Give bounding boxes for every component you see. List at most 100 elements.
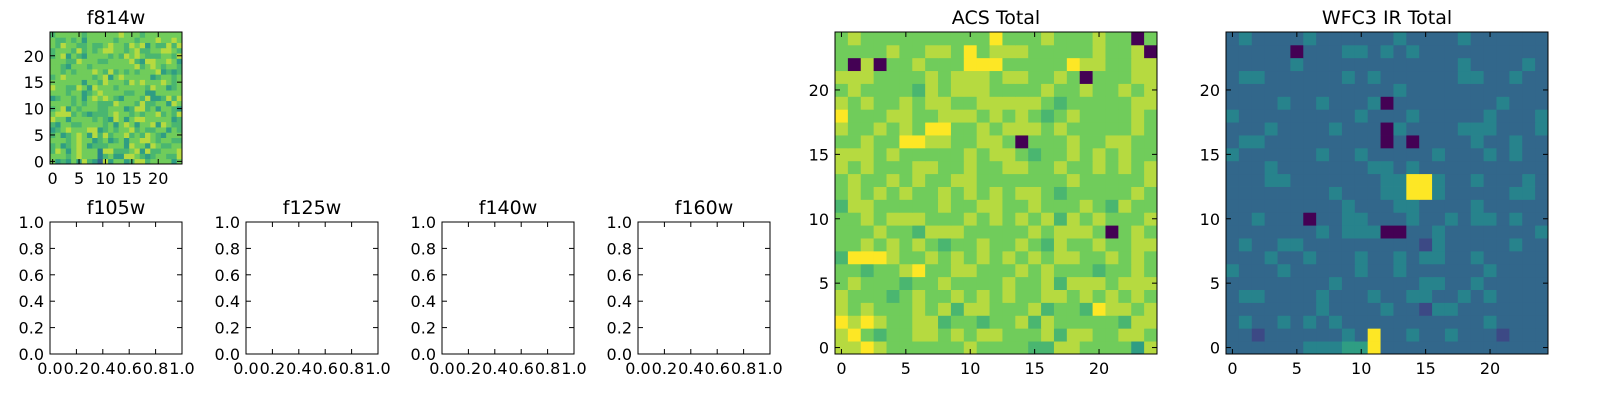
heatmap-cell <box>963 341 978 355</box>
heatmap-cell <box>102 68 109 75</box>
heatmap-cell <box>113 100 120 107</box>
heatmap-cell <box>1316 199 1330 213</box>
heatmap-cell <box>1509 199 1523 213</box>
heatmap-cell <box>134 111 141 117</box>
heatmap-cell <box>976 32 990 46</box>
heatmap-cell <box>1393 250 1407 265</box>
heatmap-cell <box>60 121 67 128</box>
heatmap-cell <box>873 147 887 162</box>
heatmap-cell <box>963 250 978 265</box>
heatmap-cell <box>108 53 114 59</box>
heatmap-cell <box>171 137 178 144</box>
heatmap-cell <box>1432 263 1446 278</box>
heatmap-cell <box>92 127 98 133</box>
heatmap-cell <box>1457 276 1472 290</box>
heatmap-cell <box>1406 263 1420 278</box>
heatmap-cell <box>976 83 990 97</box>
heatmap-cell <box>92 37 98 43</box>
heatmap-cell <box>55 137 61 144</box>
heatmap-cell <box>123 105 130 112</box>
heatmap-cell <box>113 68 120 75</box>
heatmap-cell <box>1535 160 1549 175</box>
heatmap-cell <box>1380 276 1394 290</box>
heatmap-cell <box>1316 70 1330 84</box>
heatmap-cell <box>160 53 167 59</box>
heatmap-cell <box>847 109 862 123</box>
heatmap-cell <box>1144 302 1158 316</box>
heatmap-cell <box>92 53 98 59</box>
heatmap-cell <box>145 90 151 96</box>
heatmap-cell <box>1277 135 1291 149</box>
heatmap-cell <box>50 84 56 91</box>
heatmap-cell <box>108 63 114 70</box>
heatmap-cell <box>118 79 125 86</box>
heatmap-cell <box>860 147 875 162</box>
heatmap-cell <box>1118 341 1132 355</box>
heatmap-cell <box>155 121 162 128</box>
heatmap-cell <box>1406 341 1420 355</box>
heatmap-cell <box>1015 186 1029 200</box>
heatmap-cell <box>1053 225 1068 239</box>
heatmap-cell <box>1079 250 1093 265</box>
heatmap-cell <box>886 302 900 316</box>
heatmap-cell <box>97 121 104 128</box>
heatmap-cell <box>1457 212 1472 226</box>
heatmap-cell <box>1238 109 1253 123</box>
heatmap-cell <box>123 153 130 160</box>
heatmap-cell <box>847 44 862 59</box>
heatmap-cell <box>1251 212 1266 226</box>
heatmap-cell <box>1041 44 1055 59</box>
heatmap-cell <box>835 109 849 123</box>
heatmap-cell <box>118 142 125 149</box>
heatmap-cell <box>1303 328 1317 342</box>
heatmap-cell <box>950 96 965 110</box>
heatmap-cell <box>92 153 98 160</box>
heatmap-cell <box>1457 147 1472 162</box>
heatmap-cell <box>1303 109 1317 123</box>
heatmap-cell <box>1015 315 1029 329</box>
heatmap-cell <box>1496 57 1510 72</box>
heatmap-cell <box>1303 302 1317 316</box>
heatmap-cell <box>1251 109 1266 123</box>
heatmap-cell <box>1341 289 1356 303</box>
heatmap-cell <box>1535 96 1549 110</box>
heatmap-cell <box>129 68 135 75</box>
heatmap-cell <box>1470 341 1484 355</box>
heatmap-cell <box>912 57 926 72</box>
heatmap-cell <box>1053 186 1068 200</box>
heatmap-cell <box>1277 96 1291 110</box>
heatmap-cell <box>102 90 109 96</box>
heatmap-cell <box>1118 44 1132 59</box>
heatmap-cell <box>989 173 1003 187</box>
heatmap-cell <box>1367 199 1381 213</box>
heatmap-cell <box>171 74 178 80</box>
heatmap-cell <box>1028 341 1042 355</box>
heatmap-cell <box>60 105 67 112</box>
heatmap-cell <box>1470 263 1484 278</box>
heatmap-cell <box>1226 250 1240 265</box>
heatmap-cell <box>1341 70 1356 84</box>
heatmap-cell <box>1303 199 1317 213</box>
heatmap-cell <box>134 42 141 49</box>
axes-frame <box>49 221 183 355</box>
heatmap-cell <box>1028 96 1042 110</box>
heatmap-cell <box>166 105 172 112</box>
heatmap-cell <box>1066 147 1081 162</box>
heatmap-cell <box>1303 57 1317 72</box>
heatmap-cell <box>92 79 98 86</box>
heatmap-cell <box>1092 173 1106 187</box>
heatmap-cell <box>938 109 952 123</box>
heatmap-cell <box>171 68 178 75</box>
heatmap-cell <box>1535 147 1549 162</box>
x-tick-label: 0.8 <box>731 359 756 378</box>
heatmap-cell <box>129 148 135 154</box>
heatmap-cell <box>1277 186 1291 200</box>
heatmap-cell <box>1316 173 1330 187</box>
heatmap-cell <box>989 122 1003 136</box>
heatmap-cell <box>1144 160 1158 175</box>
heatmap-cell <box>873 109 887 123</box>
heatmap-cell <box>1522 57 1536 72</box>
heatmap-cell <box>166 37 172 43</box>
heatmap-cell <box>108 158 114 165</box>
heatmap-cell <box>155 58 162 65</box>
